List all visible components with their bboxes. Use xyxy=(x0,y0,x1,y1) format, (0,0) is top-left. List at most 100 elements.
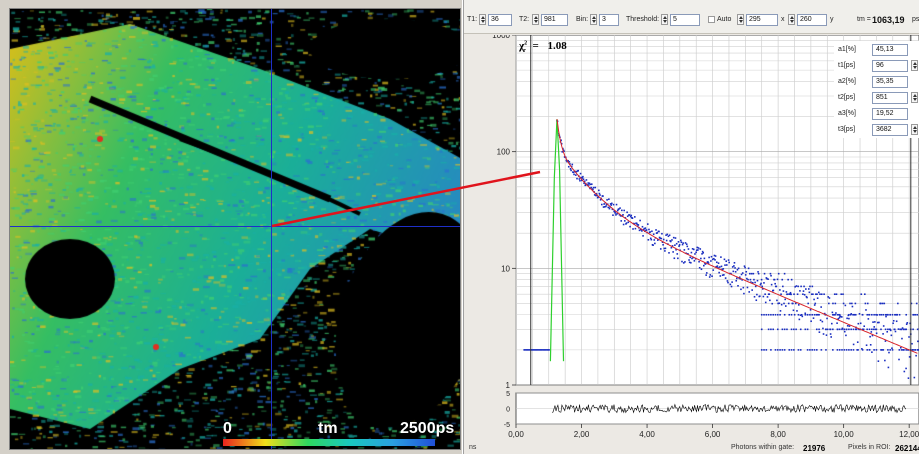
decay-point xyxy=(799,314,802,316)
decay-point xyxy=(813,298,815,301)
tail-point xyxy=(811,313,813,316)
threshold-field[interactable]: 5 xyxy=(670,14,700,26)
fit-param-field[interactable]: 3682 xyxy=(872,124,908,136)
t2-spinner[interactable] xyxy=(532,14,539,25)
background-point xyxy=(545,349,548,351)
tail-point xyxy=(825,349,827,351)
decay-point xyxy=(833,313,835,316)
decay-point xyxy=(598,192,601,195)
decay-point xyxy=(620,220,623,222)
x-spinner[interactable] xyxy=(737,14,744,25)
decay-point xyxy=(807,302,809,305)
y-field[interactable]: 260 xyxy=(797,14,827,26)
tail-point xyxy=(861,313,864,316)
flim-image-frame[interactable]: 0 tm 2500ps xyxy=(9,8,461,450)
decay-point xyxy=(885,313,888,316)
x-tick-label: 8,00 xyxy=(770,430,786,439)
bin-spinner[interactable] xyxy=(590,14,597,25)
decay-point xyxy=(770,283,773,286)
fit-param-field[interactable]: 96 xyxy=(872,60,908,72)
decay-point xyxy=(664,247,667,250)
decay-point xyxy=(691,257,693,260)
threshold-spinner[interactable] xyxy=(661,14,668,25)
decay-point xyxy=(906,322,909,324)
flim-lifetime-image[interactable] xyxy=(10,9,460,449)
decay-point xyxy=(700,268,703,271)
tail-point xyxy=(875,349,878,351)
t2-field[interactable]: 981 xyxy=(541,14,568,26)
t1-spinner[interactable] xyxy=(479,14,486,25)
y-tick-label: 100 xyxy=(497,148,511,157)
decay-point xyxy=(821,320,824,323)
decay-point xyxy=(619,215,622,217)
tail-point xyxy=(868,349,871,351)
decay-point xyxy=(792,309,795,312)
auto-checkbox[interactable] xyxy=(708,16,715,23)
tail-point xyxy=(820,349,823,351)
fit-param-spinner[interactable] xyxy=(911,124,918,135)
decay-point xyxy=(803,293,806,296)
decay-point xyxy=(764,301,767,304)
decay-point xyxy=(871,351,873,353)
tail-point xyxy=(765,349,768,351)
decay-point xyxy=(684,261,686,263)
fit-param-field[interactable]: 851 xyxy=(872,92,908,104)
x-field[interactable]: 295 xyxy=(746,14,778,26)
fit-param-spinner[interactable] xyxy=(911,92,918,103)
decay-point xyxy=(858,312,861,315)
t1-field[interactable]: 36 xyxy=(488,14,512,26)
decay-point xyxy=(584,184,587,187)
decay-point xyxy=(612,203,615,206)
decay-point xyxy=(852,313,854,316)
decay-point xyxy=(915,354,917,357)
decay-point xyxy=(660,237,663,240)
fit-param-label: t1[ps] xyxy=(838,62,856,69)
decay-point xyxy=(722,268,725,270)
tail-point xyxy=(838,328,841,331)
decay-point xyxy=(561,151,564,153)
decay-point xyxy=(724,264,726,266)
tail-point xyxy=(832,328,834,331)
fit-param-field[interactable]: 45,13 xyxy=(872,44,908,56)
decay-point xyxy=(743,265,746,267)
decay-point xyxy=(670,246,673,249)
decay-point xyxy=(710,260,712,262)
fit-param-spinner[interactable] xyxy=(911,60,918,71)
decay-point xyxy=(616,212,618,215)
decay-point xyxy=(572,171,575,174)
decay-point xyxy=(912,313,915,316)
decay-point xyxy=(665,234,667,236)
tail-point xyxy=(779,313,781,316)
y-spinner[interactable] xyxy=(788,14,795,25)
tail-point xyxy=(893,328,896,331)
tail-point xyxy=(804,313,807,316)
decay-point xyxy=(835,293,838,296)
decay-point xyxy=(866,328,868,331)
decay-point xyxy=(695,249,698,252)
decay-point xyxy=(598,189,600,192)
decay-point xyxy=(780,293,782,296)
decay-point xyxy=(746,277,748,280)
decay-point xyxy=(707,261,709,263)
decay-point xyxy=(615,203,618,206)
decay-point xyxy=(823,293,825,296)
bin-field[interactable]: 3 xyxy=(599,14,619,26)
decay-point xyxy=(642,228,645,231)
decay-point xyxy=(589,183,592,186)
fit-param-field[interactable]: 19,52 xyxy=(872,108,908,120)
fit-param-label: t3[ps] xyxy=(838,126,856,133)
fit-param-field[interactable]: 35,35 xyxy=(872,76,908,88)
decay-point xyxy=(787,278,789,281)
decay-point xyxy=(622,223,625,226)
tail-point xyxy=(845,328,848,331)
tail-point xyxy=(880,328,882,331)
decay-point xyxy=(678,245,680,247)
decay-point xyxy=(743,292,745,295)
tail-point xyxy=(776,349,779,351)
decay-point xyxy=(891,347,893,350)
decay-point xyxy=(869,344,872,346)
decay-point xyxy=(607,206,610,209)
decay-point xyxy=(715,261,718,264)
decay-point xyxy=(654,242,656,245)
decay-point xyxy=(768,293,771,296)
